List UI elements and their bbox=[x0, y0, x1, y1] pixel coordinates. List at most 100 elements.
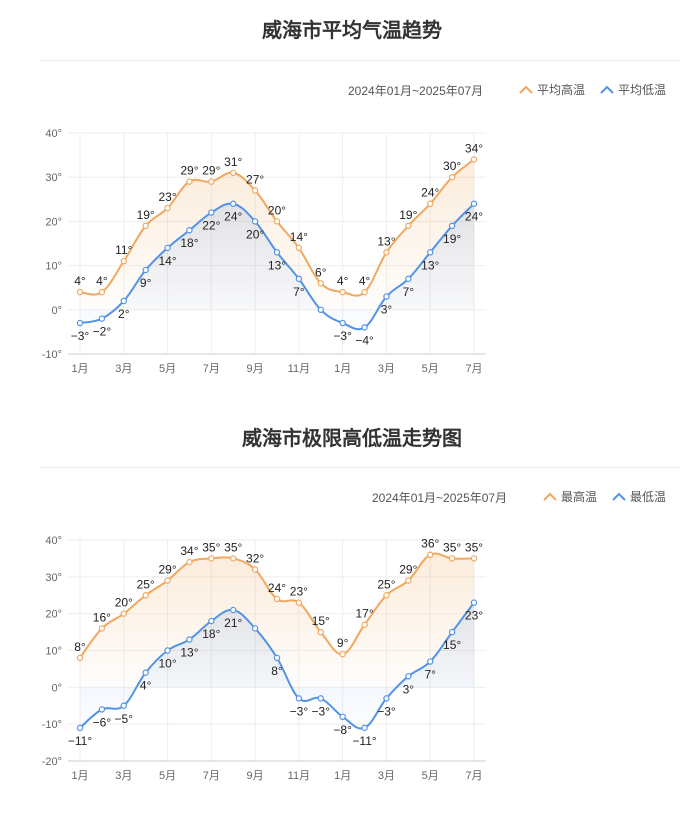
low-point[interactable] bbox=[448, 222, 456, 230]
high-data-label: 31° bbox=[224, 155, 242, 169]
low-point[interactable] bbox=[339, 713, 346, 720]
high-point[interactable] bbox=[427, 551, 434, 558]
high-point[interactable] bbox=[230, 555, 237, 562]
low-point[interactable] bbox=[208, 617, 215, 625]
high-point[interactable] bbox=[142, 592, 149, 599]
high-point[interactable] bbox=[208, 178, 215, 185]
low-data-label: −2° bbox=[93, 325, 112, 339]
high-point[interactable] bbox=[405, 222, 412, 230]
high-point[interactable] bbox=[361, 288, 368, 296]
low-data-label: −5° bbox=[115, 712, 134, 726]
legend-item-low[interactable]: 最低温 bbox=[612, 488, 666, 505]
high-data-label: 25° bbox=[377, 577, 395, 591]
high-point[interactable] bbox=[98, 625, 106, 632]
low-data-label: 22° bbox=[202, 219, 220, 233]
low-point[interactable] bbox=[273, 654, 281, 662]
high-point[interactable] bbox=[164, 204, 171, 212]
high-point[interactable] bbox=[251, 566, 259, 573]
low-point[interactable] bbox=[273, 249, 281, 256]
high-point[interactable] bbox=[120, 610, 127, 617]
high-point[interactable] bbox=[405, 577, 412, 584]
low-point[interactable] bbox=[98, 706, 106, 713]
low-point[interactable] bbox=[383, 293, 390, 300]
legend-item-low[interactable]: 平均低温 bbox=[600, 81, 666, 98]
low-point[interactable] bbox=[251, 218, 259, 225]
high-point[interactable] bbox=[98, 288, 106, 296]
x-tick-label: 1月 bbox=[334, 770, 351, 782]
low-point[interactable] bbox=[230, 606, 237, 614]
high-point[interactable] bbox=[230, 169, 237, 176]
high-point[interactable] bbox=[208, 555, 215, 562]
high-point[interactable] bbox=[339, 650, 346, 658]
high-point[interactable] bbox=[448, 173, 456, 181]
legend-line-icon bbox=[600, 85, 614, 94]
low-point[interactable] bbox=[448, 628, 456, 636]
high-point[interactable] bbox=[164, 577, 171, 584]
high-point[interactable] bbox=[448, 555, 456, 562]
low-point[interactable] bbox=[427, 249, 434, 256]
legend-label: 平均高温 bbox=[537, 83, 586, 97]
low-point[interactable] bbox=[295, 695, 303, 702]
low-point[interactable] bbox=[405, 673, 412, 680]
low-point[interactable] bbox=[164, 244, 171, 252]
high-data-label: 20° bbox=[268, 203, 286, 217]
x-tick-label: 3月 bbox=[378, 363, 395, 375]
low-point[interactable] bbox=[120, 297, 127, 305]
x-tick-label: 9月 bbox=[247, 770, 264, 782]
low-point[interactable] bbox=[295, 275, 303, 283]
low-point[interactable] bbox=[405, 275, 412, 283]
high-point[interactable] bbox=[273, 218, 281, 225]
low-point[interactable] bbox=[427, 658, 434, 665]
high-data-label: 19° bbox=[137, 208, 155, 222]
high-point[interactable] bbox=[76, 288, 84, 296]
high-point[interactable] bbox=[295, 244, 303, 252]
low-data-label: 3° bbox=[403, 682, 415, 696]
y-tick-label: 0° bbox=[51, 305, 62, 317]
high-point[interactable] bbox=[186, 178, 193, 185]
low-point[interactable] bbox=[142, 266, 149, 274]
high-point[interactable] bbox=[142, 222, 149, 230]
x-tick-label: 5月 bbox=[422, 770, 439, 782]
low-point[interactable] bbox=[76, 724, 84, 732]
low-point[interactable] bbox=[470, 599, 478, 606]
legend-item-high[interactable]: 平均高温 bbox=[519, 81, 585, 98]
low-point[interactable] bbox=[76, 319, 84, 327]
high-point[interactable] bbox=[120, 257, 127, 265]
low-point[interactable] bbox=[142, 669, 149, 676]
high-point[interactable] bbox=[251, 187, 259, 194]
high-point[interactable] bbox=[470, 555, 478, 562]
low-point[interactable] bbox=[164, 647, 171, 654]
high-data-label: 13° bbox=[377, 234, 395, 248]
high-point[interactable] bbox=[295, 599, 303, 606]
high-point[interactable] bbox=[317, 280, 324, 287]
low-point[interactable] bbox=[251, 625, 259, 632]
high-point[interactable] bbox=[383, 249, 390, 256]
high-point[interactable] bbox=[273, 595, 281, 603]
low-point[interactable] bbox=[186, 227, 193, 234]
low-point[interactable] bbox=[186, 636, 193, 643]
low-point[interactable] bbox=[317, 695, 324, 702]
x-tick-label: 7月 bbox=[203, 363, 220, 375]
legend-item-high[interactable]: 最高温 bbox=[543, 488, 597, 505]
high-point[interactable] bbox=[339, 288, 346, 296]
high-point[interactable] bbox=[383, 592, 390, 599]
low-point[interactable] bbox=[120, 702, 127, 709]
low-point[interactable] bbox=[98, 315, 106, 322]
high-point[interactable] bbox=[186, 558, 193, 566]
high-data-label: 11° bbox=[115, 243, 132, 257]
low-point[interactable] bbox=[361, 724, 368, 732]
low-point[interactable] bbox=[339, 319, 346, 327]
low-point[interactable] bbox=[470, 200, 478, 207]
high-point[interactable] bbox=[470, 156, 478, 163]
high-point[interactable] bbox=[361, 621, 368, 628]
high-point[interactable] bbox=[317, 628, 324, 636]
low-point[interactable] bbox=[383, 695, 390, 702]
y-tick-label: 10° bbox=[45, 261, 62, 273]
high-data-label: 35° bbox=[224, 540, 242, 554]
low-point[interactable] bbox=[230, 200, 237, 207]
high-point[interactable] bbox=[427, 200, 434, 207]
low-point[interactable] bbox=[317, 306, 324, 313]
high-point[interactable] bbox=[76, 654, 84, 662]
low-point[interactable] bbox=[208, 209, 215, 216]
low-point[interactable] bbox=[361, 324, 368, 331]
